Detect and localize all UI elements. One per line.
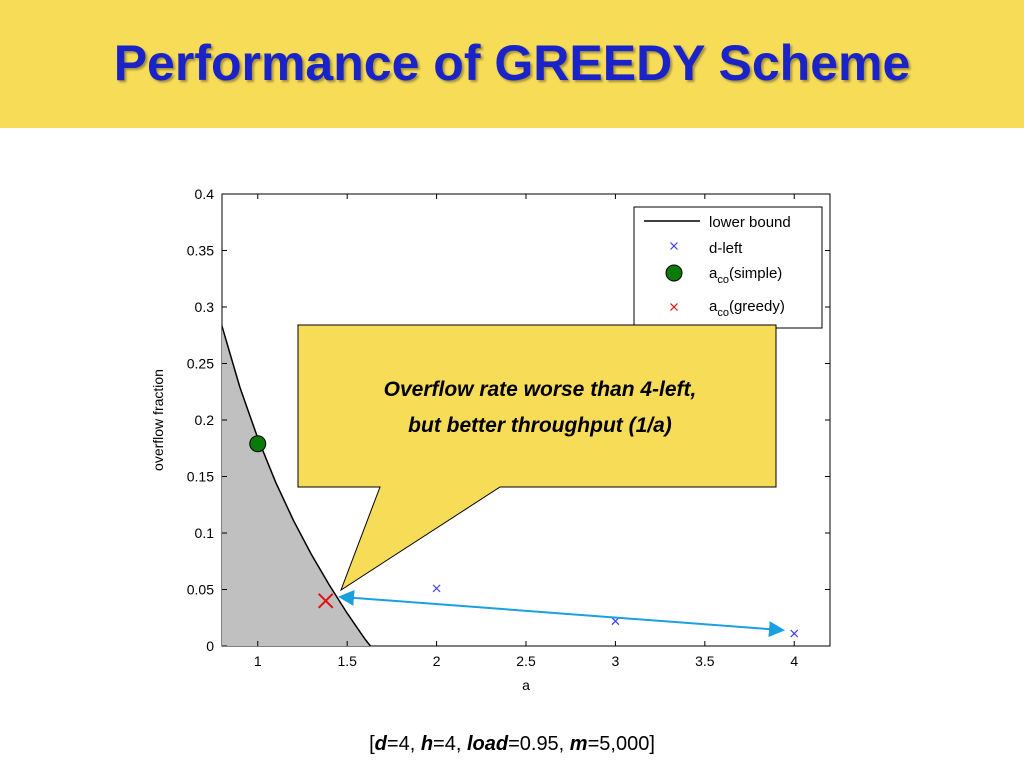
legend-simple-label: aco(simple) (709, 265, 782, 286)
param-load-name: load (466, 733, 509, 755)
aco-greedy-point-stroke-b (318, 593, 334, 609)
x-axis-label: a (522, 677, 530, 693)
param-h-value: =4, (433, 733, 467, 755)
legend-greedy-base: a (709, 298, 718, 315)
legend-greedy-label: aco(greedy) (709, 298, 785, 319)
y-tick-label: 0.05 (187, 582, 214, 598)
legend-simple-base: a (709, 265, 718, 282)
param-m-value: =5,000 (587, 733, 650, 755)
x-tick-label: 2 (433, 653, 441, 669)
legend-dleft-swatch (670, 242, 678, 250)
comparison-arrow (338, 589, 785, 638)
aco-simple-point (249, 435, 267, 453)
param-load-value: =0.95, (508, 733, 570, 755)
legend: lower bound d-left aco(simple) aco(greed… (633, 206, 823, 329)
param-h-name: h (420, 733, 434, 755)
y-tick-label: 0.25 (187, 356, 214, 372)
y-tick-label: 0 (206, 638, 214, 654)
param-d-name: d (374, 733, 387, 755)
legend-simple-swatch (665, 264, 683, 282)
data-marks (249, 435, 799, 638)
params-close-bracket: ] (649, 733, 655, 755)
dleft-point (790, 629, 799, 638)
callout-line-1: Overflow rate worse than 4-left, (384, 378, 697, 401)
y-tick-label: 0.2 (195, 412, 215, 428)
axis-ticks: 1 1.5 2 2.5 3 3.5 4 0 0.05 0.1 0.15 0.2 0.25 0.3 0.35 0… (187, 186, 830, 669)
dleft-point-stroke-b (790, 629, 799, 638)
title-band (0, 0, 1024, 128)
x-tick-label: 1 (254, 653, 262, 669)
y-tick-label: 0.35 (187, 243, 214, 259)
slide-title: Performance of GREEDY Scheme (113, 35, 911, 91)
x-tick-label: 1.5 (337, 653, 357, 669)
y-tick-label: 0.3 (195, 299, 215, 315)
x-tick-label: 3 (612, 653, 620, 669)
legend-box (633, 206, 823, 329)
shaded-region (222, 326, 371, 646)
callout-bubble (297, 324, 777, 592)
legend-greedy-tail: (greedy) (729, 298, 785, 315)
param-m-name: m (569, 733, 588, 755)
callout-line-2: but better throughput (1/a) (408, 414, 672, 437)
legend-greedy-cross-stroke-b (670, 303, 678, 311)
callout: Overflow rate worse than 4-left, but bet… (297, 324, 777, 592)
legend-dleft-label: d-left (709, 240, 743, 257)
parameter-line: [d=4, h=4, load=0.95, m=5,000] (0, 733, 1024, 756)
legend-greedy-cross (670, 303, 678, 311)
legend-lower-bound-label: lower bound (709, 214, 791, 231)
x-tick-label: 4 (790, 653, 798, 669)
y-tick-label: 0.1 (195, 525, 215, 541)
y-tick-label: 0.4 (195, 186, 215, 202)
legend-dleft-cross (670, 242, 678, 250)
x-tick-label: 3.5 (695, 653, 715, 669)
legend-dleft-cross-stroke-b (670, 242, 678, 250)
y-axis-label: overflow fraction (150, 369, 166, 471)
y-tick-label: 0.15 (187, 469, 214, 485)
legend-greedy-sub: co (717, 307, 729, 319)
param-d-value: =4, (386, 733, 421, 755)
params-open-bracket: [ (369, 733, 375, 755)
aco-greedy-point (318, 593, 334, 609)
legend-simple-tail: (simple) (729, 265, 782, 282)
legend-greedy-swatch (670, 303, 678, 311)
x-tick-label: 2.5 (516, 653, 536, 669)
legend-simple-sub: co (717, 274, 729, 286)
